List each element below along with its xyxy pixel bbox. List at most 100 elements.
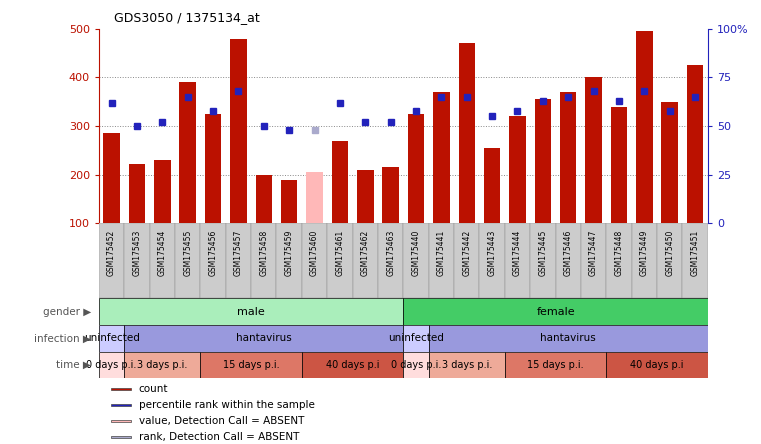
Text: 0 days p.i.: 0 days p.i. [87, 360, 137, 370]
Bar [687, 65, 703, 223]
Text: 15 days p.i.: 15 days p.i. [223, 360, 279, 370]
Text: GSM175446: GSM175446 [564, 230, 573, 276]
Text: 40 days p.i: 40 days p.i [630, 360, 683, 370]
Bar [458, 44, 475, 223]
Bar [403, 223, 428, 298]
Text: GSM175461: GSM175461 [336, 230, 345, 276]
Bar [428, 223, 454, 298]
Bar [150, 223, 175, 298]
Bar [403, 298, 708, 325]
Text: GSM175443: GSM175443 [488, 230, 497, 276]
Text: infection ▶: infection ▶ [34, 333, 91, 343]
Text: GSM175449: GSM175449 [640, 230, 649, 276]
Text: 3 days p.i.: 3 days p.i. [441, 360, 492, 370]
Text: hantavirus: hantavirus [236, 333, 291, 343]
Text: count: count [139, 385, 168, 394]
Bar [124, 223, 150, 298]
Bar [683, 223, 708, 298]
Bar [505, 223, 530, 298]
Bar [175, 223, 200, 298]
Bar [581, 223, 607, 298]
Text: female: female [537, 307, 575, 317]
Bar [302, 352, 403, 378]
Text: percentile rank within the sample: percentile rank within the sample [139, 400, 314, 410]
Bar [433, 92, 450, 223]
Bar [632, 223, 657, 298]
Bar [302, 223, 327, 298]
Text: uninfected: uninfected [84, 333, 139, 343]
Bar [332, 141, 349, 223]
Bar [428, 325, 708, 352]
Bar [352, 223, 378, 298]
Bar [276, 223, 302, 298]
Text: GSM175450: GSM175450 [665, 230, 674, 276]
Text: GSM175456: GSM175456 [209, 230, 218, 276]
Text: GSM175448: GSM175448 [614, 230, 623, 276]
Bar [509, 116, 526, 223]
Bar [403, 352, 428, 378]
Bar [103, 133, 120, 223]
Bar [256, 175, 272, 223]
Bar [99, 325, 124, 352]
Bar [99, 223, 124, 298]
Text: 0 days p.i.: 0 days p.i. [391, 360, 441, 370]
Bar [111, 420, 131, 422]
Bar [378, 223, 403, 298]
Text: GSM175445: GSM175445 [538, 230, 547, 276]
Bar [530, 223, 556, 298]
Bar [281, 180, 298, 223]
Text: GSM175441: GSM175441 [437, 230, 446, 276]
Bar [327, 223, 352, 298]
Text: GDS3050 / 1375134_at: GDS3050 / 1375134_at [114, 12, 260, 24]
Bar [357, 170, 374, 223]
Text: GSM175442: GSM175442 [462, 230, 471, 276]
Bar [306, 172, 323, 223]
Text: 3 days p.i.: 3 days p.i. [137, 360, 187, 370]
Bar [226, 223, 251, 298]
Bar [99, 352, 124, 378]
Text: 15 days p.i.: 15 days p.i. [527, 360, 584, 370]
Text: GSM175440: GSM175440 [412, 230, 421, 276]
Bar [657, 223, 683, 298]
Bar [607, 223, 632, 298]
Bar [154, 160, 170, 223]
Text: rank, Detection Call = ABSENT: rank, Detection Call = ABSENT [139, 432, 299, 442]
Text: GSM175457: GSM175457 [234, 230, 243, 276]
Text: 40 days p.i: 40 days p.i [326, 360, 379, 370]
Text: gender ▶: gender ▶ [43, 307, 91, 317]
Bar [251, 223, 276, 298]
Text: GSM175463: GSM175463 [386, 230, 395, 276]
Text: GSM175447: GSM175447 [589, 230, 598, 276]
Text: GSM175455: GSM175455 [183, 230, 193, 276]
Bar [484, 148, 501, 223]
Bar [124, 325, 403, 352]
Bar [428, 352, 505, 378]
Bar [205, 114, 221, 223]
Bar [479, 223, 505, 298]
Bar [111, 436, 131, 438]
Bar [200, 352, 302, 378]
Text: GSM175451: GSM175451 [690, 230, 699, 276]
Bar [505, 352, 607, 378]
Bar [129, 164, 145, 223]
Text: GSM175452: GSM175452 [107, 230, 116, 276]
Bar [99, 298, 403, 325]
Text: GSM175453: GSM175453 [132, 230, 142, 276]
Bar [556, 223, 581, 298]
Bar [382, 167, 399, 223]
Bar [661, 102, 678, 223]
Bar [636, 31, 653, 223]
Text: GSM175458: GSM175458 [260, 230, 269, 276]
Text: GSM175460: GSM175460 [310, 230, 319, 276]
Text: value, Detection Call = ABSENT: value, Detection Call = ABSENT [139, 416, 304, 426]
Bar [560, 92, 577, 223]
Bar [230, 39, 247, 223]
Text: hantavirus: hantavirus [540, 333, 596, 343]
Bar [200, 223, 226, 298]
Bar [124, 352, 200, 378]
Bar [111, 388, 131, 390]
Bar [610, 107, 627, 223]
Bar [403, 325, 428, 352]
Bar [607, 352, 708, 378]
Text: GSM175459: GSM175459 [285, 230, 294, 276]
